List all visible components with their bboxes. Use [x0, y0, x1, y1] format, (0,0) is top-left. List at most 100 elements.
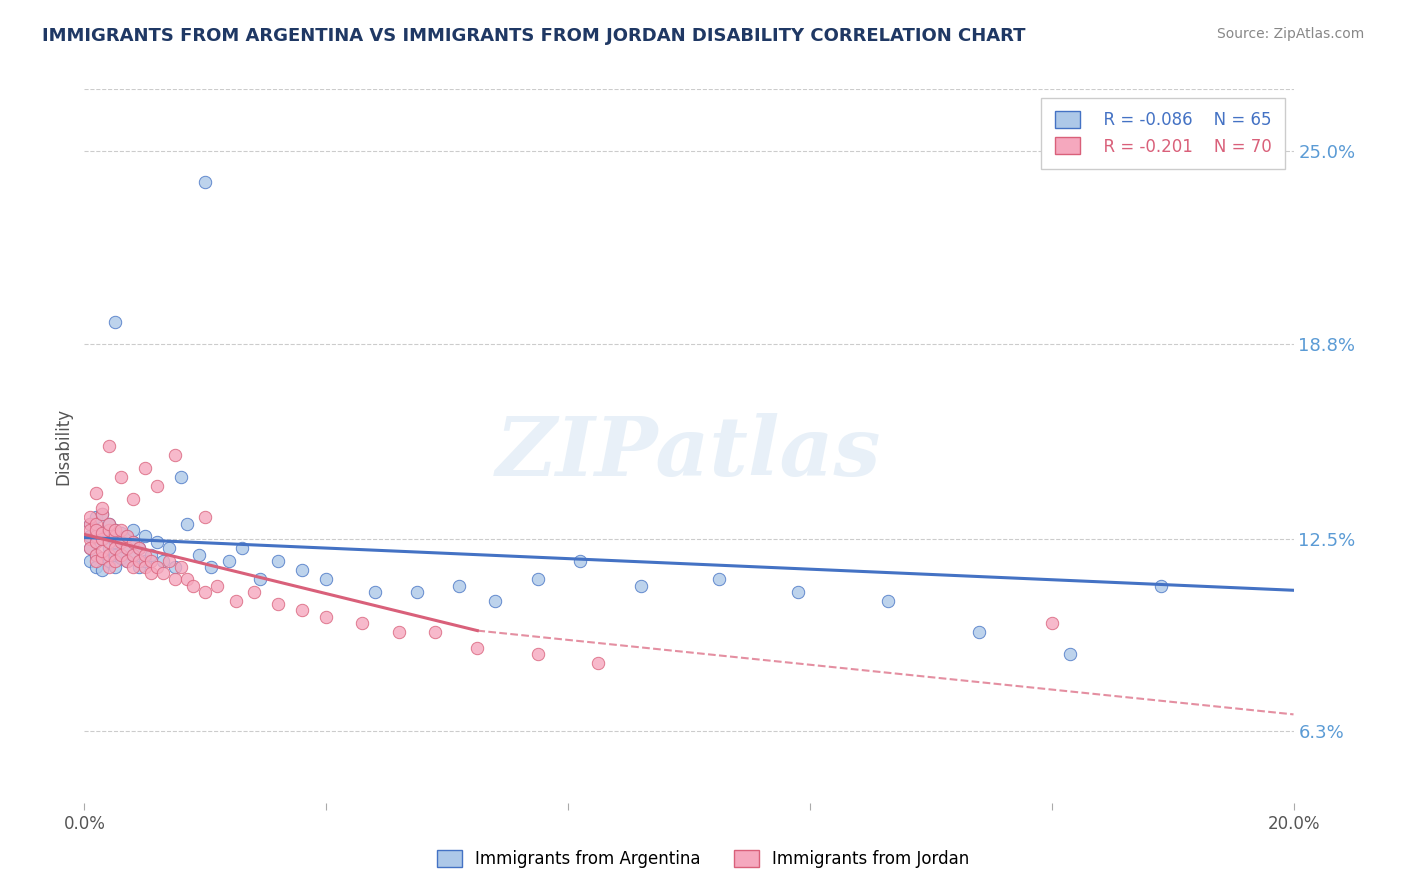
Point [104, 315, 127, 329]
Point [181, 579, 204, 593]
Point [97, 548, 120, 562]
Point [449, 579, 471, 593]
Point [104, 535, 127, 549]
Point [315, 609, 337, 624]
Point [267, 554, 290, 568]
Point [110, 532, 132, 546]
Point [86, 548, 108, 562]
Point [97, 541, 120, 556]
Point [165, 573, 187, 587]
Point [121, 491, 143, 506]
Point [194, 584, 217, 599]
Point [165, 560, 187, 574]
Point [139, 566, 162, 581]
Point [146, 535, 169, 549]
Point [527, 573, 550, 587]
Point [91, 544, 114, 558]
Point [91, 532, 114, 546]
Point [406, 584, 429, 599]
Point [86, 510, 108, 524]
Point [630, 579, 652, 593]
Point [115, 529, 138, 543]
Point [121, 548, 143, 562]
Point [1040, 615, 1063, 630]
Point [134, 554, 156, 568]
Point [967, 625, 990, 640]
Point [225, 594, 247, 608]
Point [97, 535, 120, 549]
Point [86, 548, 108, 562]
Point [128, 541, 150, 556]
Point [291, 563, 314, 577]
Point [104, 523, 127, 537]
Point [79, 510, 101, 524]
Point [86, 523, 108, 537]
Point [86, 485, 108, 500]
Point [139, 548, 162, 562]
Point [91, 525, 114, 540]
Point [388, 625, 411, 640]
Point [242, 584, 264, 599]
Point [79, 541, 101, 556]
Point [97, 554, 120, 568]
Point [152, 554, 174, 568]
Point [194, 510, 217, 524]
Point [291, 603, 314, 617]
Point [527, 647, 550, 661]
Point [115, 554, 138, 568]
Point [128, 560, 150, 574]
Point [121, 535, 143, 549]
Point [176, 516, 198, 531]
Point [231, 541, 253, 556]
Point [188, 548, 211, 562]
Point [97, 560, 120, 574]
Point [152, 566, 174, 581]
Point [79, 516, 101, 531]
Point [104, 529, 127, 543]
Point [86, 554, 108, 568]
Point [79, 529, 101, 543]
Point [423, 625, 446, 640]
Point [115, 541, 138, 556]
Point [134, 529, 156, 543]
Point [86, 560, 108, 574]
Point [121, 523, 143, 537]
Point [91, 550, 114, 565]
Point [91, 532, 114, 546]
Point [79, 523, 101, 537]
Point [170, 470, 193, 484]
Point [104, 560, 127, 574]
Point [146, 560, 169, 574]
Point [1149, 579, 1171, 593]
Point [79, 554, 101, 568]
Point [91, 525, 114, 540]
Point [134, 560, 156, 574]
Point [91, 563, 114, 577]
Point [194, 175, 217, 189]
Point [110, 470, 132, 484]
Text: IMMIGRANTS FROM ARGENTINA VS IMMIGRANTS FROM JORDAN DISABILITY CORRELATION CHART: IMMIGRANTS FROM ARGENTINA VS IMMIGRANTS … [42, 27, 1026, 45]
Point [86, 535, 108, 549]
Point [104, 548, 127, 562]
Point [1059, 647, 1081, 661]
Point [97, 516, 120, 531]
Legend:   R = -0.086    N = 65,   R = -0.201    N = 70: R = -0.086 N = 65, R = -0.201 N = 70 [1042, 97, 1285, 169]
Point [207, 579, 229, 593]
Point [467, 640, 489, 655]
Point [115, 554, 138, 568]
Point [315, 573, 337, 587]
Point [86, 516, 108, 531]
Point [128, 541, 150, 556]
Point [91, 550, 114, 565]
Legend: Immigrants from Argentina, Immigrants from Jordan: Immigrants from Argentina, Immigrants fr… [430, 843, 976, 875]
Point [128, 554, 150, 568]
Point [588, 656, 610, 670]
Point [97, 523, 120, 537]
Point [91, 508, 114, 522]
Point [115, 541, 138, 556]
Text: Source: ZipAtlas.com: Source: ZipAtlas.com [1216, 27, 1364, 41]
Point [91, 508, 114, 522]
Point [146, 479, 169, 493]
Point [104, 523, 127, 537]
Point [484, 594, 506, 608]
